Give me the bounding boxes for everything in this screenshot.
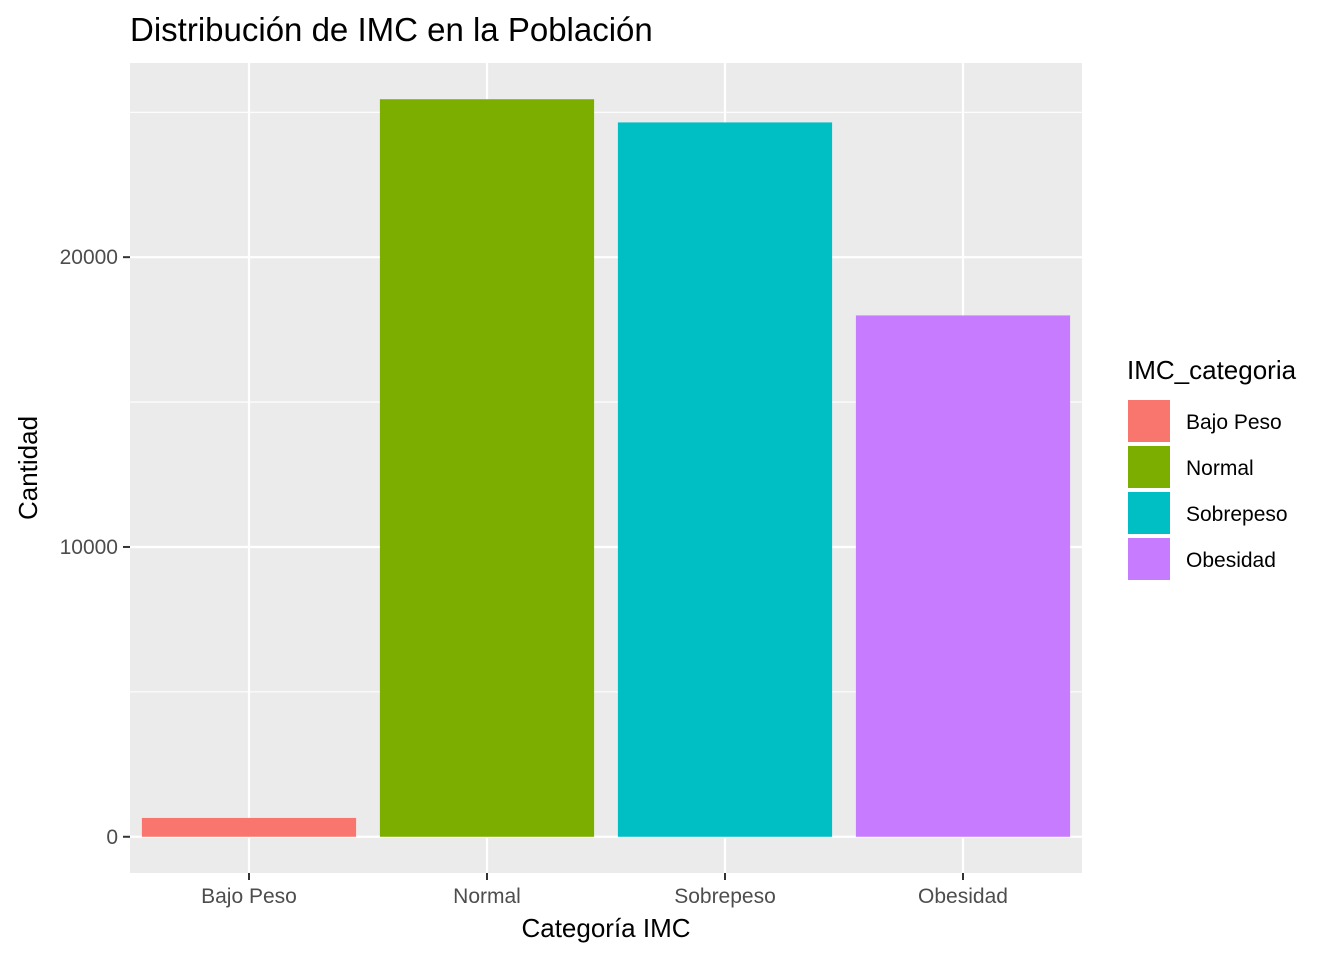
- legend-label: Bajo Peso: [1186, 411, 1282, 434]
- y-tick-label: 20000: [60, 246, 118, 269]
- legend: IMC_categoria Bajo Peso Normal Sobrepeso Ob…: [1127, 355, 1297, 581]
- legend-label: Sobrepeso: [1186, 503, 1288, 526]
- chart-title: Distribución de IMC en la Población: [130, 11, 653, 48]
- legend-label: Obesidad: [1186, 549, 1276, 572]
- legend-title: IMC_categoria: [1127, 355, 1297, 385]
- bar: [141, 817, 357, 837]
- legend-label: Normal: [1186, 457, 1254, 480]
- bar: [617, 122, 833, 837]
- y-tick-label: 0: [106, 826, 118, 849]
- bar: [379, 99, 595, 837]
- x-tick-label: Obesidad: [918, 885, 1008, 908]
- legend-swatch: [1128, 400, 1170, 442]
- y-axis: 0 10000 20000: [60, 246, 130, 849]
- legend-swatch: [1128, 446, 1170, 488]
- x-axis: Bajo Peso Normal Sobrepeso Obesidad: [201, 873, 1008, 908]
- x-axis-title: Categoría IMC: [521, 913, 690, 943]
- x-tick-label: Normal: [453, 885, 521, 908]
- y-axis-title: Cantidad: [13, 416, 43, 520]
- legend-swatch: [1128, 538, 1170, 580]
- legend-swatch: [1128, 492, 1170, 534]
- bars: [141, 99, 1071, 837]
- x-tick-label: Bajo Peso: [201, 885, 297, 908]
- bar: [855, 315, 1071, 837]
- y-tick-label: 10000: [60, 536, 118, 559]
- x-tick-label: Sobrepeso: [674, 885, 776, 908]
